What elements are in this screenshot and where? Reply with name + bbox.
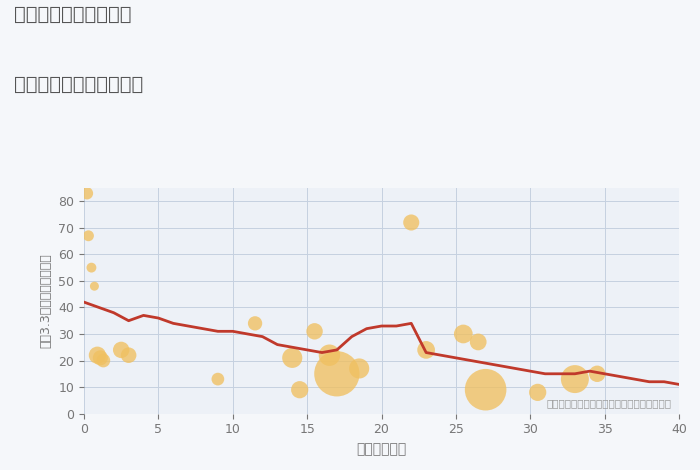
Point	[81, 189, 92, 197]
Point	[480, 386, 491, 393]
X-axis label: 築年数（年）: 築年数（年）	[356, 442, 407, 456]
Point	[116, 346, 127, 353]
Point	[309, 328, 320, 335]
Text: 築年数別中古戸建て価格: 築年数別中古戸建て価格	[14, 75, 144, 94]
Point	[287, 354, 298, 361]
Point	[86, 264, 97, 271]
Point	[249, 320, 260, 327]
Point	[92, 352, 103, 359]
Point	[123, 352, 134, 359]
Point	[569, 376, 580, 383]
Point	[406, 219, 417, 226]
Point	[331, 370, 342, 377]
Text: 円の大きさは、取引のあった物件面積を示す: 円の大きさは、取引のあった物件面積を示す	[547, 398, 671, 408]
Point	[212, 376, 223, 383]
Point	[89, 282, 100, 290]
Y-axis label: 坪（3.3㎡）単価（万円）: 坪（3.3㎡）単価（万円）	[40, 253, 52, 348]
Point	[421, 346, 432, 353]
Point	[473, 338, 484, 346]
Point	[532, 389, 543, 396]
Point	[354, 365, 365, 372]
Point	[94, 354, 106, 361]
Point	[83, 232, 94, 240]
Point	[294, 386, 305, 393]
Point	[458, 330, 469, 338]
Point	[592, 370, 603, 377]
Text: 三重県松阪市曽原町の: 三重県松阪市曽原町の	[14, 5, 132, 24]
Point	[324, 352, 335, 359]
Point	[98, 357, 109, 364]
